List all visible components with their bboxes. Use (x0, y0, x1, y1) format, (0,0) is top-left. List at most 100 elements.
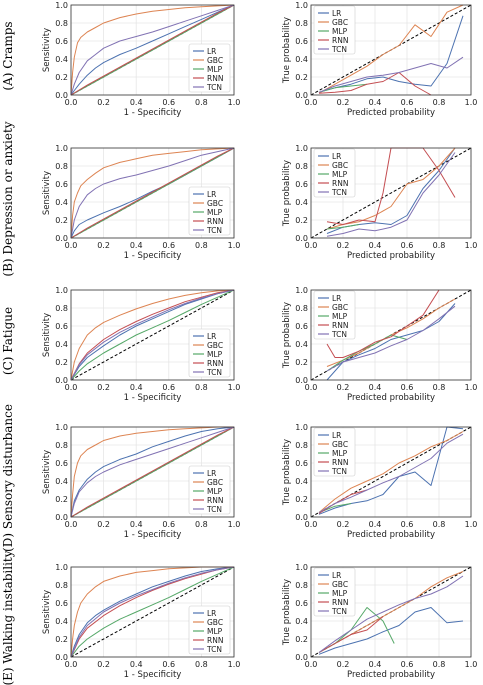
roc-panel: 0.0 0.2 0.4 0.6 0.8 1.0 0.0 0.2 0.4 0.6 0.8 1.0 1 - … (42, 286, 240, 403)
figure-row: (B) Depression or anxiety 0.0 0.2 0.4 0.6 0.8… (1, 121, 477, 276)
y-axis-label: Sensitivity (42, 171, 52, 215)
y-tick-label: 1.0 (295, 286, 308, 295)
roc-panel: 0.0 0.2 0.4 0.6 0.8 1.0 0.0 0.2 0.4 0.6 0.8 1.0 1 - … (42, 1, 240, 118)
y-tick-label: 0.8 (295, 304, 308, 313)
series-line-rnn (70, 147, 235, 239)
legend-label-tcn: TCN (206, 368, 222, 377)
y-tick-label: 1.0 (295, 563, 308, 572)
y-tick-label: 0.6 (295, 459, 308, 468)
y-tick-label: 0.2 (55, 358, 68, 367)
y-tick-label: 0.4 (295, 198, 308, 207)
series-line-lr (70, 566, 235, 658)
x-tick-label: 0.4 (130, 383, 143, 392)
y-tick-label: 0.4 (295, 340, 308, 349)
legend-label-gbc: GBC (332, 303, 348, 312)
y-tick-label: 0.6 (55, 180, 68, 189)
x-tick-label: 0.4 (130, 241, 143, 250)
x-tick-label: 0.4 (369, 383, 382, 392)
y-tick-label: 0.0 (295, 234, 308, 243)
y-tick-label: 0.4 (295, 55, 308, 64)
x-tick-label: 0.0 (65, 383, 78, 392)
x-tick-label: 0.0 (65, 241, 78, 250)
y-tick-label: 0.4 (55, 477, 68, 486)
x-tick-label: 0.4 (369, 520, 382, 529)
y-tick-label: 0.4 (295, 477, 308, 486)
legend-label-lr: LR (207, 609, 216, 618)
series-line-rnn (326, 289, 440, 358)
x-tick-label: 0.8 (433, 241, 446, 250)
y-tick-label: 0.0 (295, 513, 308, 522)
x-tick-label: 0.2 (337, 98, 350, 107)
x-tick-label: 0.2 (337, 660, 350, 669)
x-tick-label: 0.6 (162, 520, 175, 529)
y-axis-label: True probability (282, 579, 292, 646)
plot-frame (70, 566, 235, 658)
y-axis-label: True probability (282, 439, 292, 506)
series-line-tcn (318, 433, 464, 513)
series-line-tcn (326, 152, 456, 237)
legend-label-lr: LR (332, 431, 341, 440)
series-line-mlp (70, 289, 235, 381)
y-tick-label: 0.4 (295, 617, 308, 626)
y-tick-label: 0.0 (295, 91, 308, 100)
series-line-rnn (70, 566, 235, 658)
series-line-lr (318, 15, 464, 93)
y-tick-label: 0.8 (295, 441, 308, 450)
x-tick-label: 0.4 (369, 241, 382, 250)
legend-box (313, 427, 356, 477)
legend-label-gbc: GBC (332, 161, 348, 170)
legend-label-mlp: MLP (332, 449, 348, 458)
x-tick-label: 0.0 (65, 520, 78, 529)
x-axis-label: 1 - Specificity (124, 670, 182, 680)
y-tick-label: 0.8 (295, 581, 308, 590)
x-axis-label: Predicted probability (347, 530, 435, 540)
y-tick-label: 0.8 (295, 162, 308, 171)
y-tick-label: 0.6 (55, 599, 68, 608)
calibration-panel: 0.0 0.2 0.4 0.6 0.8 1.0 0.0 0.2 0.4 0.6 0.8 1.0 Pred… (282, 563, 477, 680)
roc-panel: 0.0 0.2 0.4 0.6 0.8 1.0 0.0 0.2 0.4 0.6 0.8 1.0 1 - … (42, 423, 240, 540)
series-line-gbc (318, 431, 464, 513)
x-tick-label: 0.8 (195, 383, 208, 392)
series-line-mlp (326, 224, 360, 230)
legend-box (188, 43, 231, 93)
legend-label-gbc: GBC (332, 18, 348, 27)
row-label: (D) Sensory disturbance (1, 404, 15, 552)
series-line-tcn (318, 56, 464, 93)
legend-label-tcn: TCN (206, 226, 222, 235)
y-tick-label: 0.0 (295, 376, 308, 385)
y-tick-label: 0.6 (295, 322, 308, 331)
legend-label-mlp: MLP (332, 27, 348, 36)
row-label: (A) Cramps (1, 21, 15, 90)
y-tick-label: 0.6 (295, 37, 308, 46)
y-tick-label: 0.4 (55, 617, 68, 626)
plot-frame (310, 566, 472, 658)
x-tick-label: 0.0 (65, 98, 78, 107)
y-tick-label: 0.2 (295, 635, 308, 644)
y-tick-label: 1.0 (55, 286, 68, 295)
y-tick-label: 0.8 (55, 19, 68, 28)
x-tick-label: 0.6 (401, 241, 414, 250)
x-tick-label: 0.4 (130, 660, 143, 669)
x-axis-label: 1 - Specificity (124, 251, 182, 261)
x-axis-label: Predicted probability (347, 393, 435, 403)
x-tick-label: 1.0 (228, 383, 241, 392)
y-tick-label: 0.8 (55, 581, 68, 590)
legend-label-tcn: TCN (331, 45, 347, 54)
y-tick-label: 0.6 (55, 37, 68, 46)
plot-frame (70, 147, 235, 239)
x-tick-label: 1.0 (465, 98, 478, 107)
x-tick-label: 0.2 (97, 98, 110, 107)
legend-label-mlp: MLP (332, 589, 348, 598)
x-tick-label: 0.8 (195, 241, 208, 250)
plot-frame (310, 289, 472, 381)
series-line-mlp (318, 83, 368, 93)
x-tick-label: 1.0 (465, 241, 478, 250)
legend-label-mlp: MLP (332, 170, 348, 179)
y-axis-label: True probability (282, 302, 292, 369)
